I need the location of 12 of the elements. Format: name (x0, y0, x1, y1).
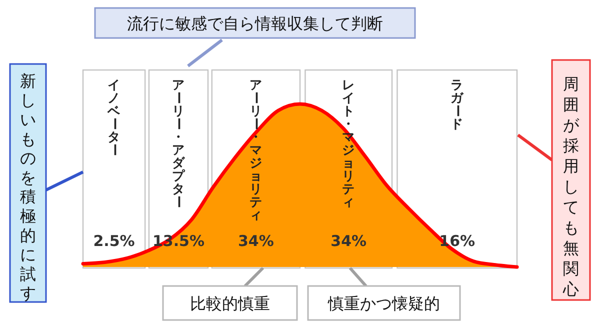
text: 周囲が採用しても無関心 (563, 74, 579, 298)
annotation: 2.5% (93, 232, 135, 250)
text: アーリー・アダプター (172, 77, 187, 209)
text: アーリー・マジョリティ (249, 77, 264, 222)
text: 比較的慎重 (190, 294, 270, 313)
annotation: 34% (330, 232, 367, 250)
text: 新しいものを積極的に試す (20, 71, 36, 303)
annotation: イノベーター (106, 77, 122, 157)
annotation: ラガード (450, 77, 466, 132)
text: 流行に敏感で自ら情報収集して判断 (127, 14, 383, 33)
text: 慎重かつ懐疑的 (327, 294, 440, 313)
annotation: 34% (238, 232, 274, 250)
